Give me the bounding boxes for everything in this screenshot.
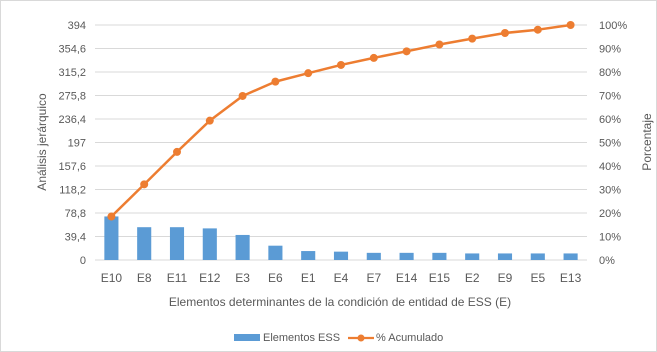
x-tick-label: E3 xyxy=(235,271,250,285)
bar xyxy=(432,252,447,260)
y-right-tick-label: 30% xyxy=(599,185,621,197)
y-right-tick-label: 50% xyxy=(599,138,621,150)
y-right-tick-label: 20% xyxy=(599,208,621,220)
x-tick-label: E15 xyxy=(429,271,451,285)
y-left-tick-label: 118,2 xyxy=(59,185,86,197)
y-left-tick-label: 0 xyxy=(80,255,86,267)
bar xyxy=(235,234,250,260)
x-tick-label: E7 xyxy=(366,271,381,285)
x-tick-label: E8 xyxy=(137,271,152,285)
x-axis-title: Elementos determinantes de la condición … xyxy=(169,295,511,309)
y-left-tick-label: 197 xyxy=(68,138,86,150)
cumulative-point xyxy=(107,212,116,221)
cumulative-point xyxy=(205,116,214,125)
x-tick-label: E2 xyxy=(465,271,480,285)
cumulative-point xyxy=(501,28,509,37)
x-tick-label: E4 xyxy=(334,271,349,285)
legend-swatch-marker xyxy=(357,334,365,342)
y-left-tick-label: 394 xyxy=(68,20,86,32)
bar xyxy=(104,216,119,260)
x-tick-label: E11 xyxy=(167,271,188,285)
bar xyxy=(563,253,578,260)
legend-label-bars: Elementos ESS xyxy=(263,332,340,344)
y-left-tick-label: 39,4 xyxy=(65,232,86,244)
x-tick-label: E5 xyxy=(530,271,545,285)
legend-label-line: % Acumulado xyxy=(376,332,443,344)
y-right-tick-label: 0% xyxy=(599,255,615,267)
bar xyxy=(465,253,480,260)
cumulative-point xyxy=(468,34,477,43)
y-right-tick-label: 90% xyxy=(599,44,621,56)
bar xyxy=(399,252,414,260)
bar xyxy=(366,252,381,260)
cumulative-point xyxy=(435,40,444,49)
x-tick-label: E13 xyxy=(560,271,582,285)
bar xyxy=(497,253,513,260)
y-left-tick-label: 236,4 xyxy=(58,114,86,126)
y-right-tick-label: 70% xyxy=(599,91,621,103)
cumulative-point xyxy=(402,47,411,56)
y-left-tick-label: 78,8 xyxy=(65,208,86,220)
x-tick-label: E9 xyxy=(498,271,513,285)
bar xyxy=(169,227,185,260)
y-left-tick-label: 315,2 xyxy=(58,67,86,79)
x-tick-label: E14 xyxy=(396,271,418,285)
y-right-tick-label: 60% xyxy=(599,114,621,126)
bar xyxy=(530,253,545,260)
cumulative-point xyxy=(304,69,313,78)
y-left-tick-label: 157,6 xyxy=(58,161,86,173)
y-right-tick-label: 100% xyxy=(599,20,627,32)
legend-swatch-bars xyxy=(234,334,260,341)
y-left-tick-label: 275,8 xyxy=(58,91,86,103)
x-tick-label: E1 xyxy=(301,271,316,285)
y-right-tick-label: 40% xyxy=(599,161,621,173)
legend: Elementos ESS % Acumulado xyxy=(234,332,443,344)
y-right-tick-label: 10% xyxy=(599,232,621,244)
x-tick-label: E6 xyxy=(268,271,283,285)
x-tick-label: E12 xyxy=(199,271,221,285)
cumulative-point xyxy=(337,60,345,69)
cumulative-point xyxy=(533,25,542,34)
bar xyxy=(268,245,283,260)
bar xyxy=(137,227,152,260)
cumulative-point xyxy=(369,53,378,62)
y-left-tick-label: 354,6 xyxy=(58,44,86,56)
cumulative-line xyxy=(110,23,571,218)
y-axis-title-left: Análisis jerárquico xyxy=(35,93,49,191)
x-tick-label: E10 xyxy=(101,271,123,285)
y-right-tick-label: 80% xyxy=(599,67,621,79)
bar xyxy=(333,251,349,260)
cumulative-point xyxy=(140,180,149,189)
y-axis-title-right: Porcentaje xyxy=(640,113,654,171)
cumulative-point xyxy=(566,21,575,29)
bar xyxy=(301,251,316,260)
bar xyxy=(202,228,217,260)
cumulative-point xyxy=(173,147,181,156)
cumulative-point xyxy=(238,91,247,100)
cumulative-point xyxy=(271,77,280,86)
